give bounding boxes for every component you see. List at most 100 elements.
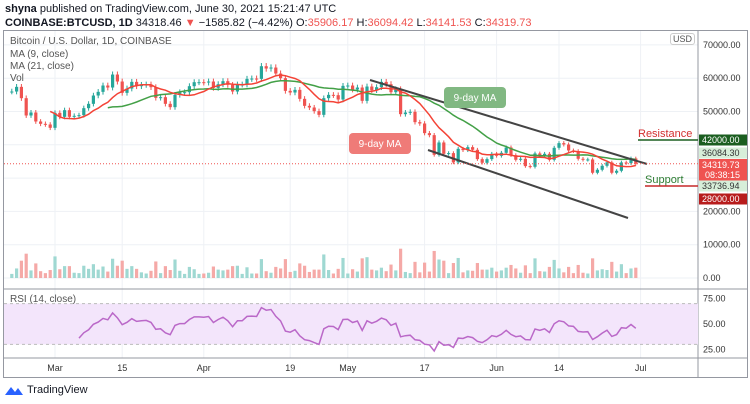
- volume-bar: [547, 266, 551, 278]
- volume-bar: [34, 263, 38, 278]
- legend-ma9[interactable]: MA (9, close): [10, 49, 69, 60]
- candle-body: [403, 112, 407, 115]
- candle-body: [283, 78, 287, 91]
- volume-bar: [163, 266, 167, 278]
- volume-bar: [418, 272, 422, 278]
- rsi-tick: 75.00: [703, 294, 726, 304]
- currency-button[interactable]: USD: [670, 33, 696, 45]
- candle-body: [82, 108, 86, 116]
- low-label: L:: [416, 17, 426, 29]
- volume-bar: [528, 273, 532, 278]
- candle-body: [581, 158, 585, 160]
- candle-body: [72, 115, 76, 117]
- volume-bar: [605, 270, 609, 278]
- chart-frame[interactable]: [3, 30, 748, 378]
- volume-bar: [231, 266, 235, 278]
- volume-bar: [58, 269, 62, 278]
- candle-body: [538, 153, 542, 156]
- candle-body: [375, 87, 379, 91]
- green-ma-label-text: 9-day MA: [454, 93, 497, 104]
- high-tag-text: 36084.30: [702, 148, 740, 158]
- volume-bar: [197, 273, 201, 278]
- legend-ma21[interactable]: MA (21, close): [10, 61, 74, 72]
- volume-bar: [53, 256, 57, 278]
- candle-body: [471, 147, 475, 150]
- price-tick: 70000.00: [703, 40, 741, 50]
- volume-bar: [375, 270, 379, 278]
- volume-bar: [538, 271, 542, 278]
- candle-body: [48, 124, 52, 128]
- candle-body: [125, 88, 129, 93]
- candle-body: [173, 94, 177, 108]
- candle-body: [43, 123, 47, 125]
- countdown-text: 08:38:15: [705, 170, 740, 180]
- volume-bar: [259, 259, 263, 278]
- candle-body: [255, 78, 259, 80]
- volume-bar: [615, 271, 619, 278]
- close-value: 34319.73: [485, 17, 532, 29]
- publisher: shyna: [5, 3, 37, 15]
- volume-bar: [427, 271, 431, 278]
- volume-bar: [341, 257, 345, 278]
- volume-bar: [629, 268, 633, 278]
- publish-info: shyna published on TradingView.com, June…: [5, 3, 336, 15]
- time-tick: May: [339, 363, 357, 373]
- candle-body: [245, 78, 249, 85]
- candle-body: [235, 84, 239, 92]
- volume-bar: [293, 270, 297, 278]
- resistance-tag: [699, 134, 747, 146]
- volume-bar: [466, 270, 470, 278]
- volume-bar: [24, 253, 28, 278]
- candle-body: [519, 158, 523, 160]
- volume-bar: [67, 266, 71, 278]
- candle-body: [163, 97, 167, 104]
- volume-bar: [255, 273, 259, 278]
- tradingview-logo[interactable]: TradingView: [4, 384, 88, 396]
- candle-body: [202, 82, 206, 84]
- volume-bar: [235, 265, 239, 278]
- candle-body: [106, 85, 110, 88]
- candle-body: [427, 133, 431, 136]
- volume-bar: [571, 273, 575, 278]
- volume-bar: [351, 269, 355, 278]
- volume-bar: [408, 273, 412, 278]
- volume-bar: [149, 270, 153, 278]
- volume-bar: [389, 264, 393, 278]
- candle-body: [39, 121, 43, 124]
- candle-body: [19, 86, 23, 99]
- time-tick: 14: [554, 363, 564, 373]
- candle-body: [317, 111, 321, 115]
- candle-body: [111, 74, 115, 88]
- volume-bar: [485, 269, 489, 278]
- volume-bar: [624, 273, 628, 278]
- time-tick: Jul: [635, 363, 647, 373]
- volume-bar: [144, 273, 148, 278]
- ma21-line: [107, 79, 636, 161]
- volume-bar: [72, 272, 76, 278]
- resistance-tag-text: 42000.00: [702, 135, 740, 145]
- rsi-line: [78, 306, 637, 353]
- volume-bar: [562, 272, 566, 278]
- volume-bar: [619, 264, 623, 278]
- candle-body: [408, 111, 412, 113]
- candle-body: [485, 159, 489, 163]
- brand-name: TradingView: [27, 384, 88, 396]
- open-value: 35906.17: [307, 17, 354, 29]
- volume-bar: [106, 271, 110, 278]
- legend-rsi[interactable]: RSI (14, close): [10, 294, 77, 305]
- volume-bar: [226, 269, 230, 278]
- candle-body: [480, 159, 484, 163]
- legend-vol[interactable]: Vol: [10, 73, 24, 84]
- volume-bar: [403, 271, 407, 278]
- volume-bar: [211, 266, 215, 278]
- candle-body: [87, 103, 91, 109]
- candle-body: [192, 82, 196, 87]
- support-tag: [699, 193, 747, 205]
- candle-body: [351, 85, 355, 90]
- volume-bar: [543, 271, 547, 278]
- volume-bar: [586, 273, 590, 278]
- volume-bar: [447, 273, 451, 278]
- symbol: COINBASE:BTCUSD, 1D: [5, 17, 133, 29]
- volume-bar: [355, 271, 359, 278]
